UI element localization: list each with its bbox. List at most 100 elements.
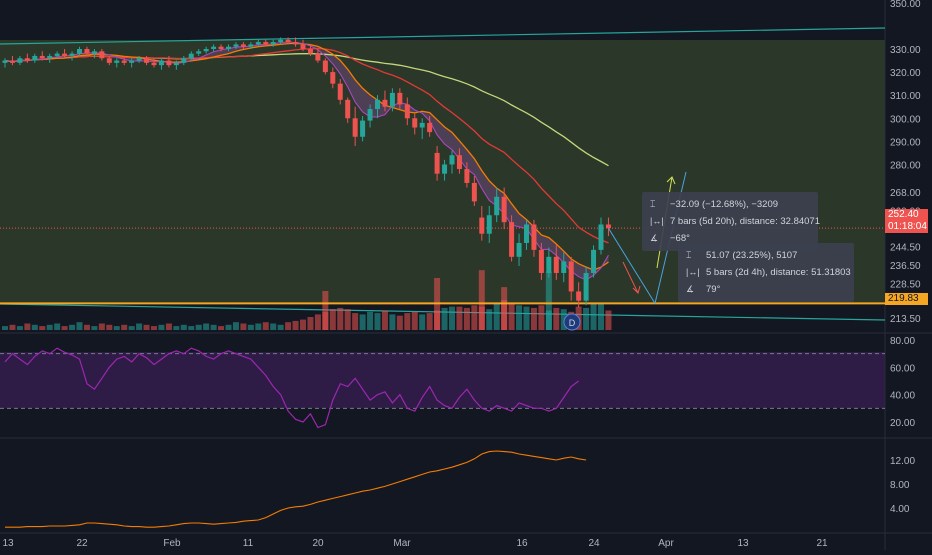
- volume-bar: [151, 326, 157, 330]
- candle-body: [397, 92, 403, 105]
- candle-body: [166, 60, 172, 66]
- candle-body: [330, 72, 336, 84]
- volume-bar: [322, 291, 329, 330]
- indicator-line: [5, 450, 587, 528]
- candle-body: [375, 99, 380, 110]
- price-tick-label: 213.50: [890, 314, 921, 325]
- candle-body: [203, 49, 209, 52]
- price-tick-label: 268.00: [890, 188, 921, 199]
- candle-body: [255, 42, 261, 45]
- volume-bar: [352, 313, 359, 330]
- volume-bar: [285, 322, 292, 330]
- candle-body: [434, 152, 440, 174]
- up-arrow-icon: [666, 176, 676, 185]
- time-tick-label: Mar: [393, 538, 411, 549]
- countdown-tag: 01:18:04: [885, 221, 928, 233]
- candle-body: [69, 53, 75, 56]
- volume-bar: [560, 309, 567, 330]
- candle-body: [576, 291, 582, 301]
- dividend-marker-icon: [563, 313, 581, 331]
- candle-body: [352, 118, 358, 137]
- candle-body: [233, 44, 239, 47]
- price-tick-label: 228.50: [890, 279, 921, 290]
- candle-body: [471, 182, 477, 202]
- candle-body: [181, 58, 187, 63]
- indicator-tick-label: 8.00: [890, 480, 910, 491]
- time-tick-label: 20: [312, 538, 324, 549]
- volume-bar: [98, 323, 105, 330]
- support-price-tag: 219.83: [885, 293, 928, 305]
- volume-bar: [419, 314, 426, 330]
- measure-rebound-angle: 79°: [706, 284, 721, 295]
- rsi-tick-label: 40.00: [890, 391, 915, 402]
- volume-bar: [173, 326, 180, 330]
- candle-body: [106, 58, 112, 63]
- time-tick-label: Feb: [163, 538, 181, 549]
- candle-body: [568, 261, 574, 292]
- measure-decline-bars: 7 bars (5d 20h), distance: 32.84071: [670, 216, 820, 227]
- candle-body: [605, 224, 611, 229]
- volume-bar: [516, 305, 523, 330]
- candle-body: [337, 83, 343, 100]
- candle-body: [211, 46, 217, 49]
- volume-bar: [188, 326, 195, 330]
- volume-bar: [54, 323, 61, 330]
- volume-bar: [91, 326, 98, 330]
- volume-bar: [158, 324, 165, 330]
- candle-body: [24, 58, 30, 61]
- volume-bar: [195, 324, 202, 330]
- candle-body: [17, 58, 23, 63]
- time-tick-label: 11: [243, 538, 254, 549]
- candle-body: [226, 46, 231, 49]
- candle-body: [9, 60, 15, 63]
- candle-body: [300, 44, 306, 49]
- volume-bar: [605, 310, 612, 330]
- volume-bar: [136, 323, 143, 330]
- candle-body: [598, 224, 604, 250]
- candle-body: [158, 60, 164, 66]
- volume-bar: [590, 304, 597, 330]
- measure-rebound-change: 51.07 (23.25%), 5107: [706, 250, 798, 261]
- candle-body: [553, 256, 559, 273]
- candle-body: [196, 51, 202, 54]
- candle-body: [546, 256, 552, 273]
- volume-bar: [277, 324, 284, 330]
- volume-bar: [203, 323, 210, 330]
- volume-bar: [471, 305, 478, 330]
- volume-bar: [31, 324, 38, 330]
- candle-body: [54, 53, 60, 56]
- price-tick-label: 350.00: [890, 0, 921, 10]
- volume-bar: [404, 313, 411, 330]
- candle-body: [240, 44, 246, 47]
- volume-bar: [314, 314, 321, 330]
- angle-icon: ∡: [686, 284, 695, 294]
- candle-body: [360, 120, 366, 137]
- volume-bar: [396, 315, 403, 330]
- volume-bar: [232, 322, 239, 330]
- candle-body: [561, 261, 567, 273]
- candle-body: [538, 249, 544, 273]
- candle-body: [382, 99, 388, 107]
- price-tick-label: 320.00: [890, 68, 921, 79]
- price-tick-label: 236.50: [890, 261, 921, 272]
- volume-bar: [411, 311, 418, 330]
- volume-bar: [240, 323, 247, 330]
- candle-body: [524, 224, 529, 243]
- indicator-tick-label: 4.00: [890, 504, 910, 515]
- volume-bar: [456, 306, 463, 330]
- candle-body: [404, 104, 410, 119]
- volume-bar: [493, 304, 500, 330]
- candle-body: [121, 60, 127, 63]
- volume-bar: [307, 317, 314, 330]
- candle-body: [389, 92, 395, 107]
- volume-bar: [359, 314, 366, 330]
- time-tick-label: Apr: [658, 538, 674, 549]
- rsi-tick-label: 60.00: [890, 363, 915, 374]
- volume-bar: [9, 324, 16, 330]
- candle-body: [129, 60, 135, 63]
- volume-bar: [113, 326, 120, 330]
- time-tick-label: 22: [76, 538, 88, 549]
- candle-body: [285, 39, 291, 43]
- last-price-tag: 252.40: [885, 209, 928, 221]
